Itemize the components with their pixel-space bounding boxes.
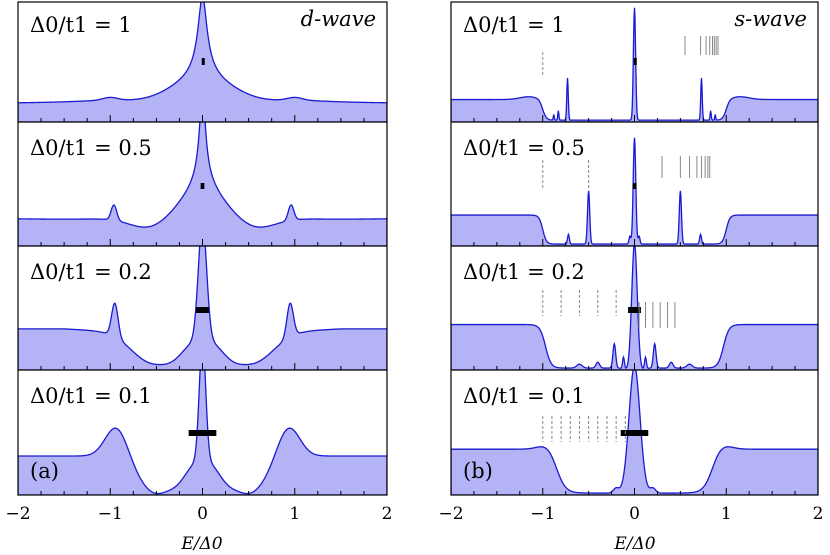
row-label-d-1: Δ0/t1 = 1 (30, 13, 132, 37)
row-label-s-2: Δ0/t1 = 0.5 (463, 136, 585, 160)
x-tick-label: 2 (813, 504, 824, 524)
row-label-s-1: Δ0/t1 = 1 (463, 13, 565, 37)
row-label-d-4: Δ0/t1 = 0.1 (30, 384, 152, 408)
x-tick-label: 0 (197, 504, 208, 524)
energy-bar-d-2 (200, 183, 205, 189)
panel-label-a: (a) (30, 459, 59, 483)
row-label-s-3: Δ0/t1 = 0.2 (463, 260, 585, 284)
x-axis-title-right: E/Δ0 (613, 534, 655, 554)
x-tick-label: 1 (721, 504, 732, 524)
column-title-d-wave: d-wave (301, 7, 376, 31)
energy-bar-s-1 (633, 58, 637, 65)
energy-bar-d-4 (188, 430, 217, 436)
x-ticks: −2 −1 0 1 2 −2 −1 0 1 2 (5, 115, 823, 524)
energy-bar-s-3 (628, 307, 641, 313)
dos-curves (18, 2, 818, 495)
row-label-s-4: Δ0/t1 = 0.1 (463, 384, 585, 408)
x-tick-label: 1 (289, 504, 300, 524)
x-tick-label: −2 (438, 504, 463, 524)
energy-bar-d-3 (196, 307, 209, 313)
energy-bar-d-1 (201, 58, 205, 65)
dos-area-s-2 (451, 137, 818, 246)
panel-frames (17, 1, 819, 496)
row-label-d-3: Δ0/t1 = 0.2 (30, 260, 152, 284)
energy-bars (188, 58, 649, 436)
column-title-s-wave: s-wave (734, 7, 807, 31)
level-lines (542, 36, 719, 442)
x-axis-title-left: E/Δ0 (180, 534, 222, 554)
x-tick-label: −1 (530, 504, 555, 524)
row-label-d-2: Δ0/t1 = 0.5 (30, 136, 152, 160)
x-tick-label: 0 (629, 504, 640, 524)
energy-bar-s-4 (620, 430, 649, 436)
energy-bar-s-2 (632, 183, 637, 189)
x-tick-label: −1 (98, 504, 123, 524)
x-tick-label: −2 (5, 504, 30, 524)
x-tick-label: 2 (382, 504, 393, 524)
panel-label-b: (b) (463, 459, 493, 483)
